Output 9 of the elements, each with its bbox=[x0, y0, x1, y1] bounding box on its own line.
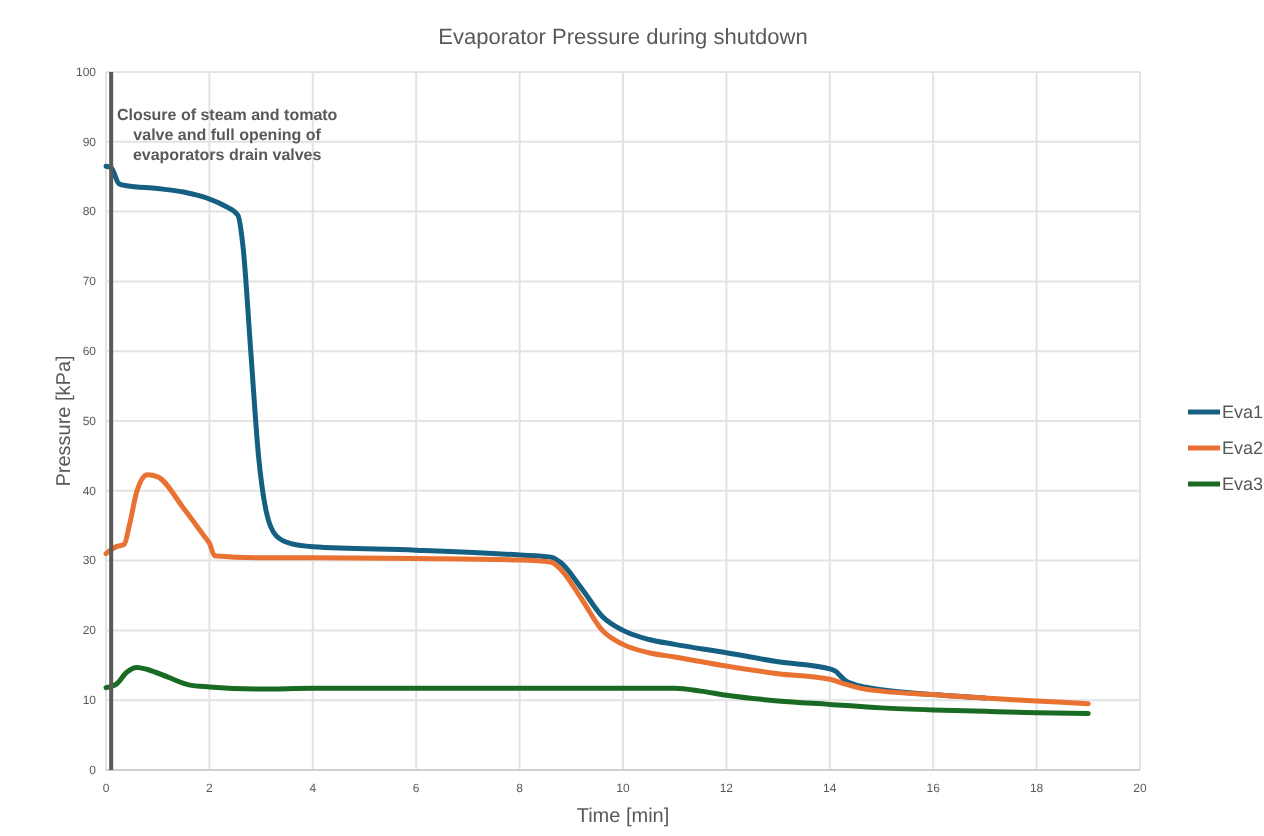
chart-title: Evaporator Pressure during shutdown bbox=[438, 26, 808, 50]
legend-label: Eva3 bbox=[1222, 474, 1264, 495]
legend-label: Eva2 bbox=[1222, 438, 1264, 459]
y-axis-title: Pressure [kPa] bbox=[54, 354, 76, 487]
line-series bbox=[103, 664, 1091, 716]
legend-label: Eva1 bbox=[1222, 402, 1264, 423]
line-series bbox=[103, 472, 1091, 707]
x-axis-title: Time [min] bbox=[576, 806, 670, 828]
ref-line-label: Closure of steam and tomato valve and full opening of evaporators drain valves bbox=[116, 106, 338, 164]
